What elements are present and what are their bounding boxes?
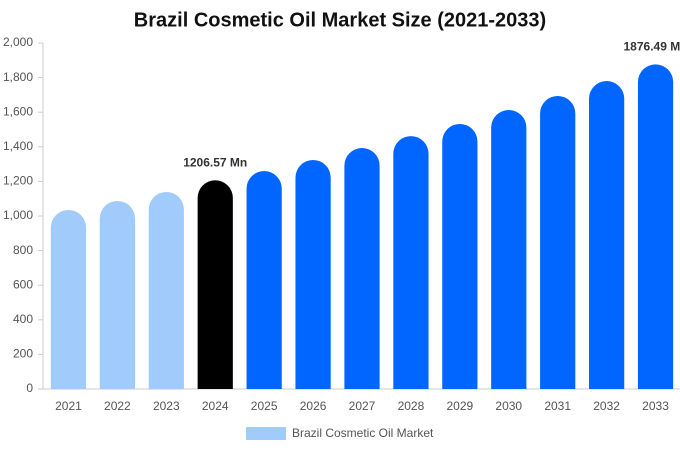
y-tick-label: 1,400 <box>3 139 33 153</box>
bar <box>637 64 674 389</box>
y-tick-label: 1,600 <box>3 104 33 118</box>
x-tick-label: 2032 <box>593 399 620 413</box>
x-tick-label: 2030 <box>495 399 522 413</box>
bar <box>540 95 576 390</box>
bar <box>589 81 625 390</box>
x-tick-label: 2021 <box>55 399 82 413</box>
y-tick-label: 200 <box>13 347 33 361</box>
x-tick-label: 2025 <box>251 399 278 413</box>
legend-swatch <box>246 427 286 440</box>
bar <box>99 200 135 389</box>
x-tick-label: 2022 <box>104 399 131 413</box>
bar <box>148 191 184 389</box>
chart-title: Brazil Cosmetic Oil Market Size (2021-20… <box>134 9 546 31</box>
bar <box>246 171 282 389</box>
data-label: 1206.57 Mn <box>183 155 247 169</box>
x-tick-label: 2028 <box>398 399 425 413</box>
bar <box>442 123 478 389</box>
x-tick-label: 2027 <box>349 399 376 413</box>
y-tick-label: 0 <box>26 381 33 395</box>
y-tick-label: 600 <box>13 277 33 291</box>
bar <box>295 159 331 389</box>
y-tick-label: 1,000 <box>3 208 33 222</box>
y-tick-label: 400 <box>13 312 33 326</box>
x-tick-label: 2026 <box>300 399 327 413</box>
data-label: 1876.49 Mn <box>624 40 680 54</box>
x-tick-label: 2024 <box>202 399 229 413</box>
bar <box>344 148 380 389</box>
legend-label: Brazil Cosmetic Oil Market <box>292 426 434 440</box>
bar <box>197 180 233 389</box>
bar <box>50 209 87 389</box>
y-tick-label: 800 <box>13 243 33 257</box>
x-tick-label: 2031 <box>544 399 571 413</box>
y-tick-label: 1,800 <box>3 70 33 84</box>
x-tick-label: 2033 <box>642 399 669 413</box>
y-tick-label: 1,200 <box>3 174 33 188</box>
bar <box>393 136 429 389</box>
y-tick-label: 2,000 <box>3 35 33 49</box>
x-tick-label: 2029 <box>446 399 473 413</box>
x-tick-label: 2023 <box>153 399 180 413</box>
bar <box>491 109 527 389</box>
